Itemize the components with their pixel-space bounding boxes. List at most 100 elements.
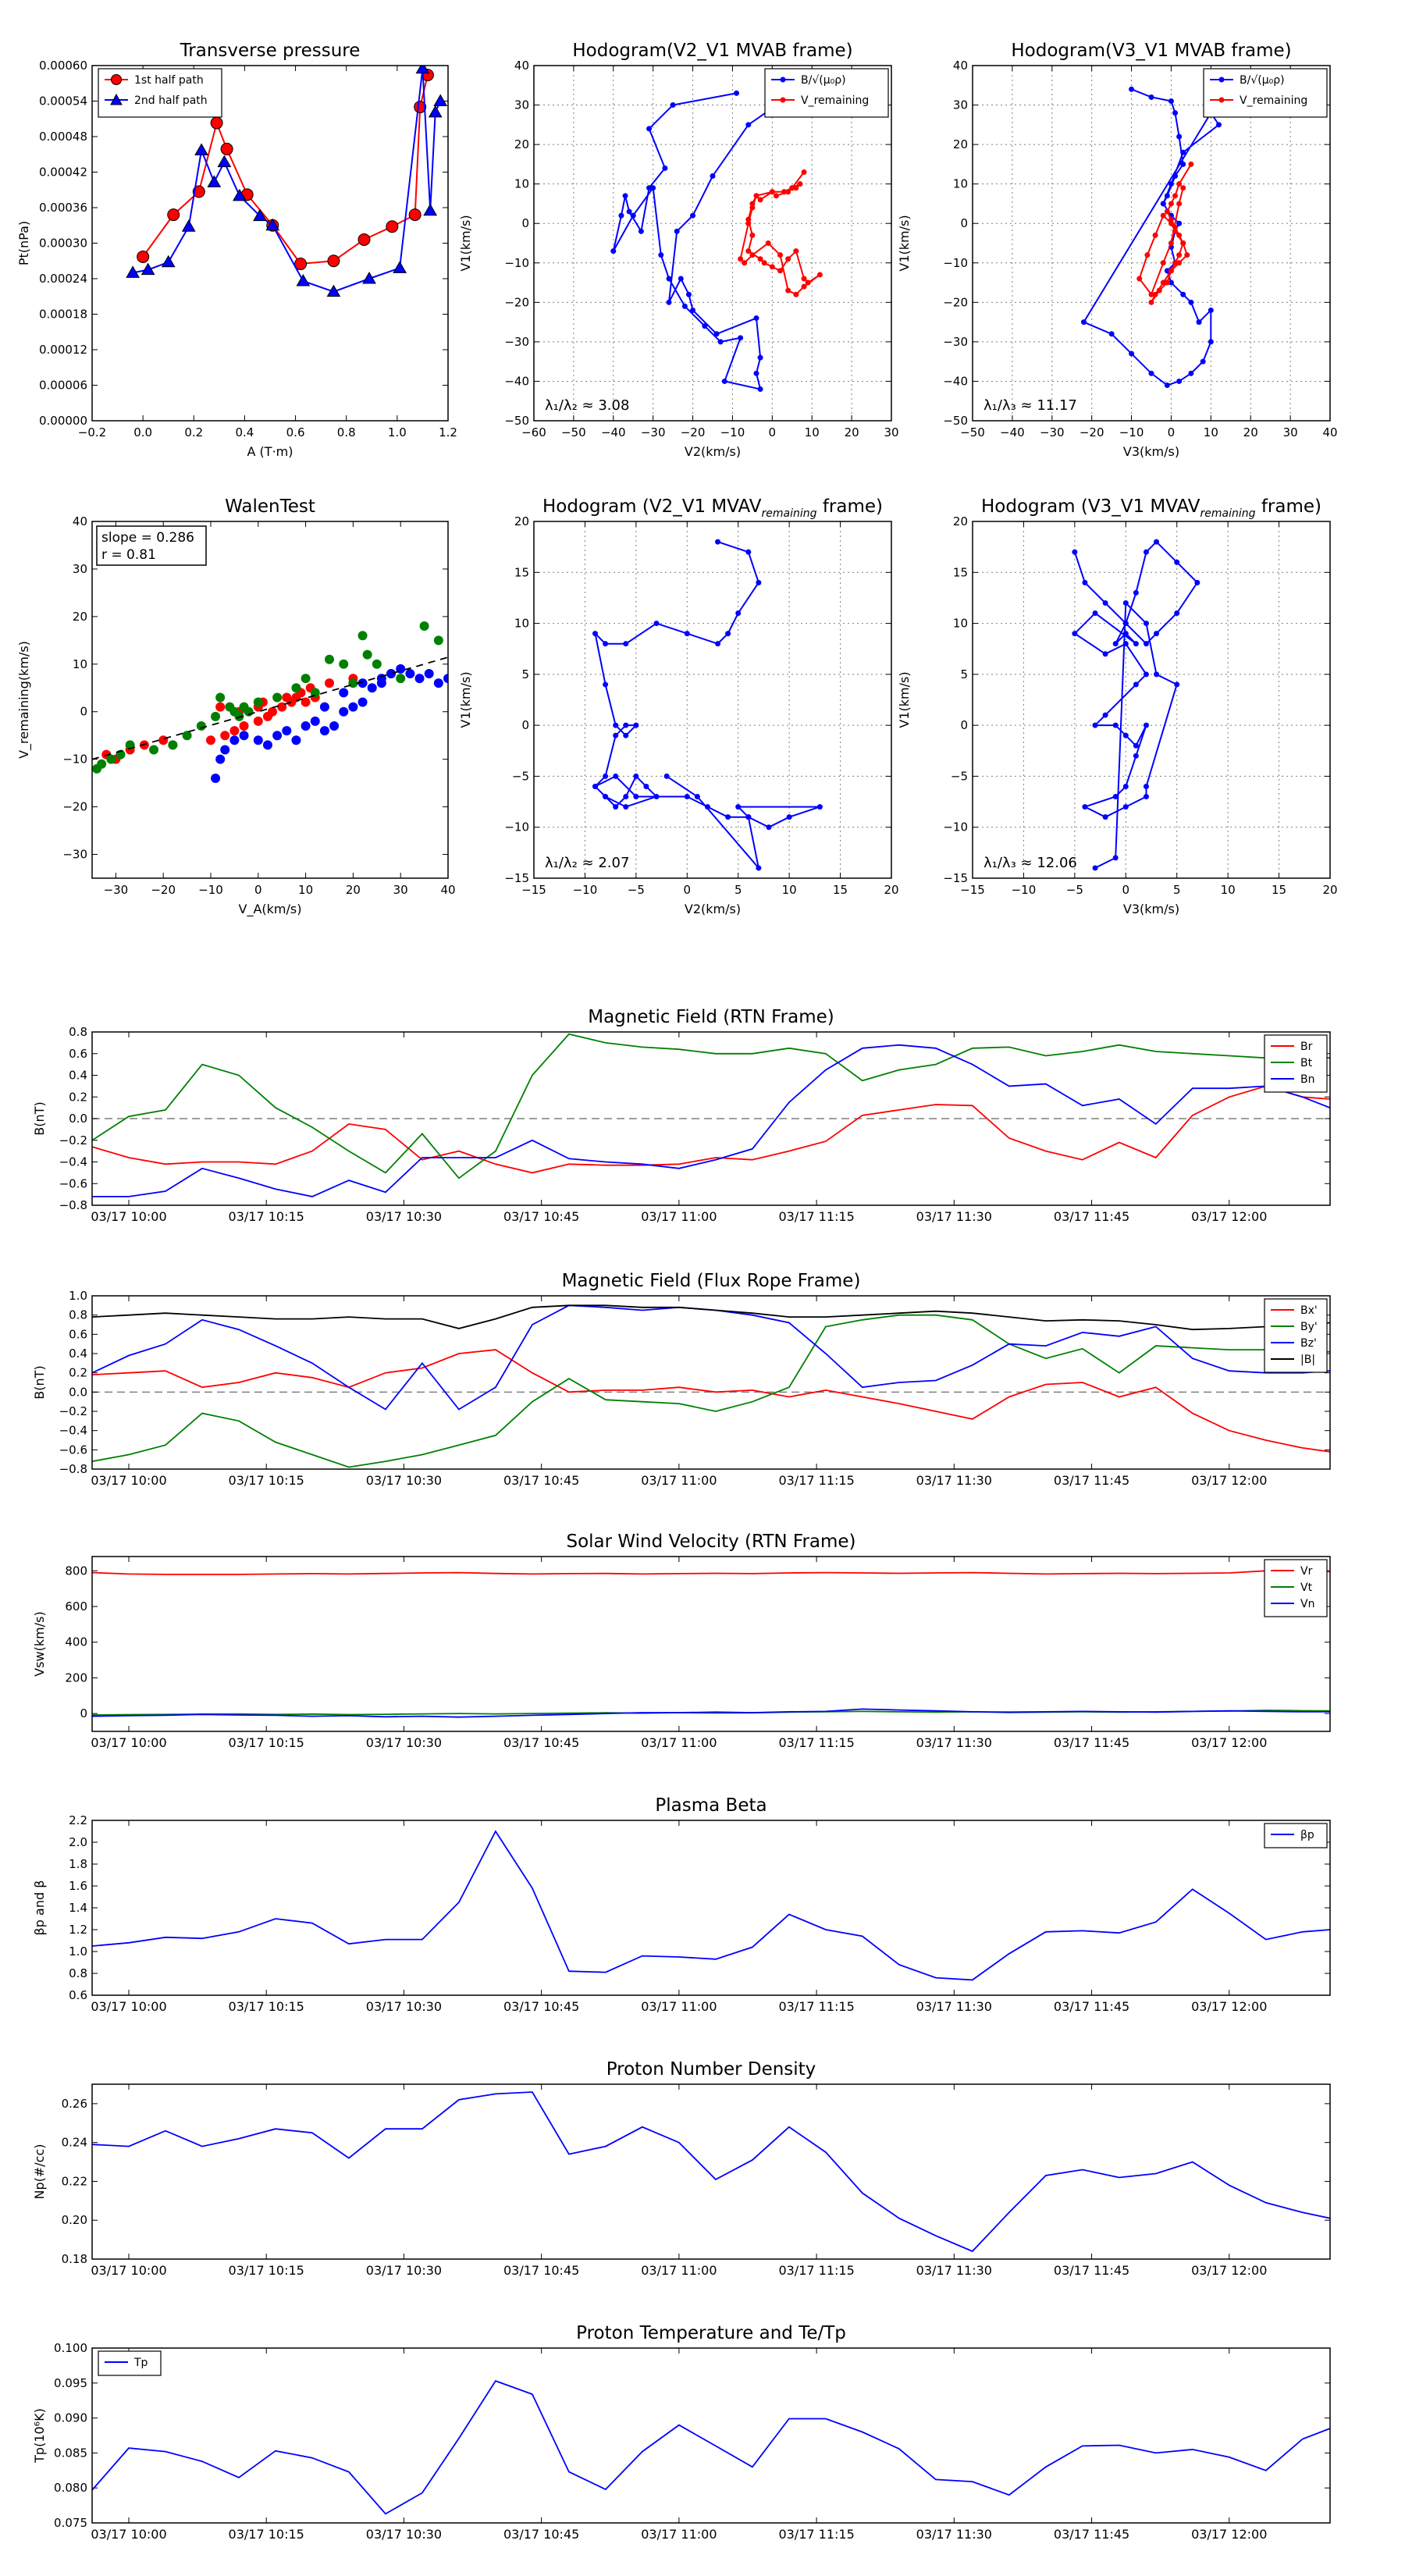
data-point	[1168, 98, 1174, 104]
data-point	[1072, 549, 1078, 555]
data-point	[721, 378, 727, 384]
y-tick-label: 0.4	[69, 1347, 87, 1361]
series-line-Vr	[92, 1570, 1330, 1575]
data-point	[1164, 208, 1170, 215]
legend-label: 1st half path	[134, 74, 204, 87]
x-tick-label: 03/17 11:00	[641, 2527, 717, 2542]
data-point	[1122, 641, 1129, 647]
y-tick-label: 40	[953, 59, 968, 73]
y-axis-label: V1(km/s)	[458, 215, 473, 271]
legend-label: B/√(μ₀ρ)	[801, 74, 846, 87]
y-tick-label: −50	[943, 414, 968, 428]
x-tick-label: 20	[1243, 425, 1258, 439]
x-axis-label: V2(km/s)	[685, 902, 741, 916]
data-point	[757, 256, 763, 262]
data-point	[643, 783, 649, 789]
data-point	[666, 299, 672, 305]
y-tick-label: 15	[953, 565, 968, 579]
data-point	[757, 197, 763, 203]
x-tick-label: 0	[769, 425, 777, 439]
chart-transverse-pressure: −0.2 0.0 0.2 0.4 0.6 0.8 1.0 1.20.000000.000060…	[16, 41, 457, 459]
data-point	[797, 181, 803, 187]
y-tick-label: −20	[504, 295, 529, 309]
data-point	[1148, 94, 1154, 100]
data-point	[766, 824, 772, 831]
y-tick-label: 0.26	[62, 2097, 87, 2111]
series-line-βp	[92, 1830, 1330, 1981]
x-tick-label: 03/17 10:30	[366, 1209, 442, 1224]
y-tick-label: −40	[504, 374, 529, 388]
data-point	[1172, 173, 1179, 180]
x-tick-label: 1.2	[439, 425, 457, 439]
y-tick-label: 0.00030	[39, 237, 87, 251]
x-tick-label: 03/17 10:00	[91, 1735, 166, 1750]
data-point	[272, 692, 283, 703]
y-tick-label: 2.0	[69, 1835, 87, 1849]
chart-solar-wind-velocity: 03/17 10:00 03/17 10:15 03/17 10:30 03/17 1…	[32, 1532, 1331, 1750]
y-tick-label: 0.8	[69, 1025, 87, 1039]
x-tick-label: 03/17 10:30	[366, 1999, 442, 2014]
y-axis-label: Vsw(km/s)	[32, 1611, 47, 1676]
y-axis: 0.18 0.20 0.22 0.24 0.26	[62, 2097, 1330, 2266]
plot-area	[92, 1304, 1330, 1468]
data-point	[603, 641, 609, 647]
x-tick-label: 0.2	[184, 425, 203, 439]
legend: Tp	[98, 2350, 162, 2376]
eigenvalue-ratio-label: λ₁/λ₂ ≈ 2.07	[545, 855, 629, 871]
x-tick-label: −10	[1012, 883, 1037, 897]
y-tick-label: 0.6	[69, 1327, 87, 1341]
y-tick-label: 0.0	[69, 1112, 87, 1126]
data-point	[1174, 610, 1180, 617]
data-point	[1154, 539, 1160, 545]
x-tick-label: 20	[845, 425, 859, 439]
data-point	[749, 252, 756, 258]
data-point	[357, 678, 368, 688]
data-point	[613, 804, 619, 810]
x-tick-label: −5	[628, 883, 645, 897]
data-point	[1143, 641, 1149, 647]
data-point	[670, 102, 676, 109]
legend-label: Tp	[133, 2357, 148, 2369]
data-point	[622, 193, 628, 199]
y-tick-label: 40	[73, 514, 87, 528]
x-tick-label: −30	[104, 883, 129, 897]
x-tick-label: 03/17 11:30	[916, 2527, 992, 2542]
series-line-Bt	[92, 1033, 1330, 1179]
data-point	[663, 773, 670, 779]
y-tick-label: 0	[960, 216, 968, 230]
data-point	[1160, 260, 1166, 266]
data-point	[253, 697, 263, 707]
data-point	[1176, 220, 1183, 226]
legend-box	[1203, 68, 1328, 118]
data-point	[638, 228, 644, 234]
data-point	[393, 261, 407, 273]
y-tick-label: 0.00012	[39, 343, 87, 357]
data-point	[1180, 149, 1186, 155]
legend-label: By'	[1300, 1321, 1318, 1333]
legend-marker	[1218, 97, 1225, 103]
data-point	[1164, 279, 1170, 286]
y-axis: −0.8 −0.6 −0.4 −0.2 0.0 0.2 0.4 0.6 0.8	[59, 1025, 1330, 1212]
data-point	[220, 745, 230, 755]
y-tick-label: 10	[953, 617, 968, 631]
data-point	[1180, 291, 1186, 297]
x-tick-label: 03/17 11:00	[641, 2263, 717, 2278]
data-point	[603, 773, 609, 779]
legend-label: Br	[1300, 1041, 1313, 1053]
data-point	[801, 169, 807, 175]
chart-title: Magnetic Field (RTN Frame)	[588, 1007, 834, 1027]
y-axis-label: V_remaining(km/s)	[16, 641, 32, 759]
data-point	[239, 721, 249, 731]
data-point	[1180, 185, 1186, 191]
data-point	[339, 659, 349, 669]
data-point	[694, 794, 700, 800]
data-point	[192, 185, 205, 198]
y-tick-label: 0.0	[69, 1385, 87, 1399]
data-point	[1176, 252, 1183, 258]
data-point	[357, 697, 368, 707]
legend-label: βp	[1300, 1829, 1314, 1841]
data-point	[419, 621, 429, 632]
data-point	[715, 539, 721, 545]
data-point	[1184, 252, 1190, 258]
data-point	[715, 641, 721, 647]
